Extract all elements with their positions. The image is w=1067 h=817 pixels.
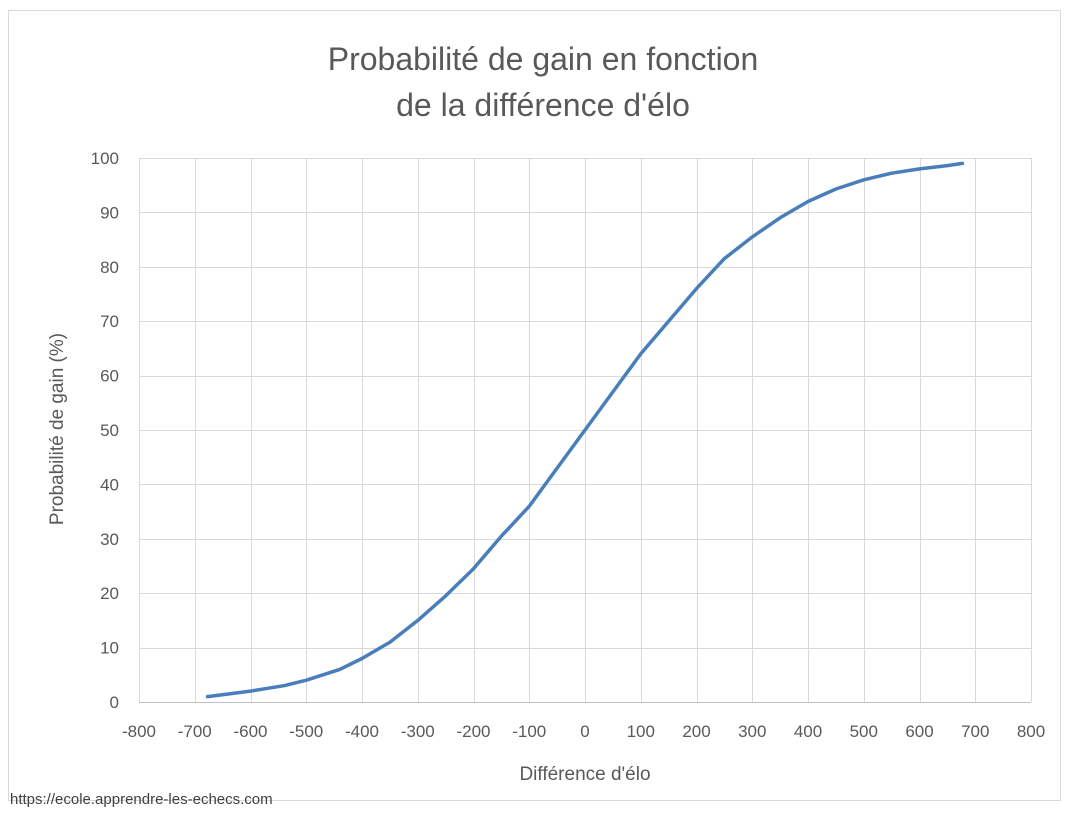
x-tick-label: 600 <box>905 722 933 741</box>
x-tick-label: -100 <box>512 722 546 741</box>
x-tick-label: 300 <box>738 722 766 741</box>
x-tick-label: -700 <box>178 722 212 741</box>
source-url: https://ecole.apprendre-les-echecs.com <box>10 791 273 808</box>
x-tick-label: -500 <box>289 722 323 741</box>
y-axis-title: Probabilité de gain (%) <box>47 333 68 525</box>
x-tick-label: -400 <box>345 722 379 741</box>
chart-frame <box>8 10 1061 801</box>
y-tick-label: 80 <box>100 258 119 277</box>
y-tick-label: 90 <box>100 203 119 222</box>
x-tick-label: 800 <box>1017 722 1045 741</box>
x-tick-label: -800 <box>122 722 156 741</box>
x-tick-label: -600 <box>233 722 267 741</box>
series-line-0 <box>205 161 965 699</box>
y-tick-label: 70 <box>100 312 119 331</box>
y-tick-label: 20 <box>100 584 119 603</box>
x-tick-label: 100 <box>627 722 655 741</box>
y-tick-label: 50 <box>100 421 119 440</box>
y-tick-label: 10 <box>100 639 119 658</box>
tick-label-layer: 0 10 20 30 40 50 60 70 80 90 100 -800 -700 -600 -500 -4… <box>91 149 1046 741</box>
grid-layer <box>139 158 1032 702</box>
series-layer <box>205 161 965 699</box>
chart-title-line2: de la différence d'élo <box>396 87 690 123</box>
y-tick-label: 60 <box>100 367 119 386</box>
y-tick-label: 0 <box>110 693 119 712</box>
x-tick-label: 0 <box>580 722 589 741</box>
x-tick-label: 500 <box>850 722 878 741</box>
x-axis-title: Différence d'élo <box>519 764 650 785</box>
chart-title-line1: Probabilité de gain en fonction <box>328 41 759 77</box>
y-tick-label: 40 <box>100 475 119 494</box>
y-tick-label: 100 <box>91 149 119 168</box>
y-tick-label: 30 <box>100 530 119 549</box>
x-tick-label: 700 <box>961 722 989 741</box>
x-tick-label: -200 <box>456 722 490 741</box>
x-tick-label: 200 <box>682 722 710 741</box>
x-tick-label: -300 <box>401 722 435 741</box>
x-tick-label: 400 <box>794 722 822 741</box>
